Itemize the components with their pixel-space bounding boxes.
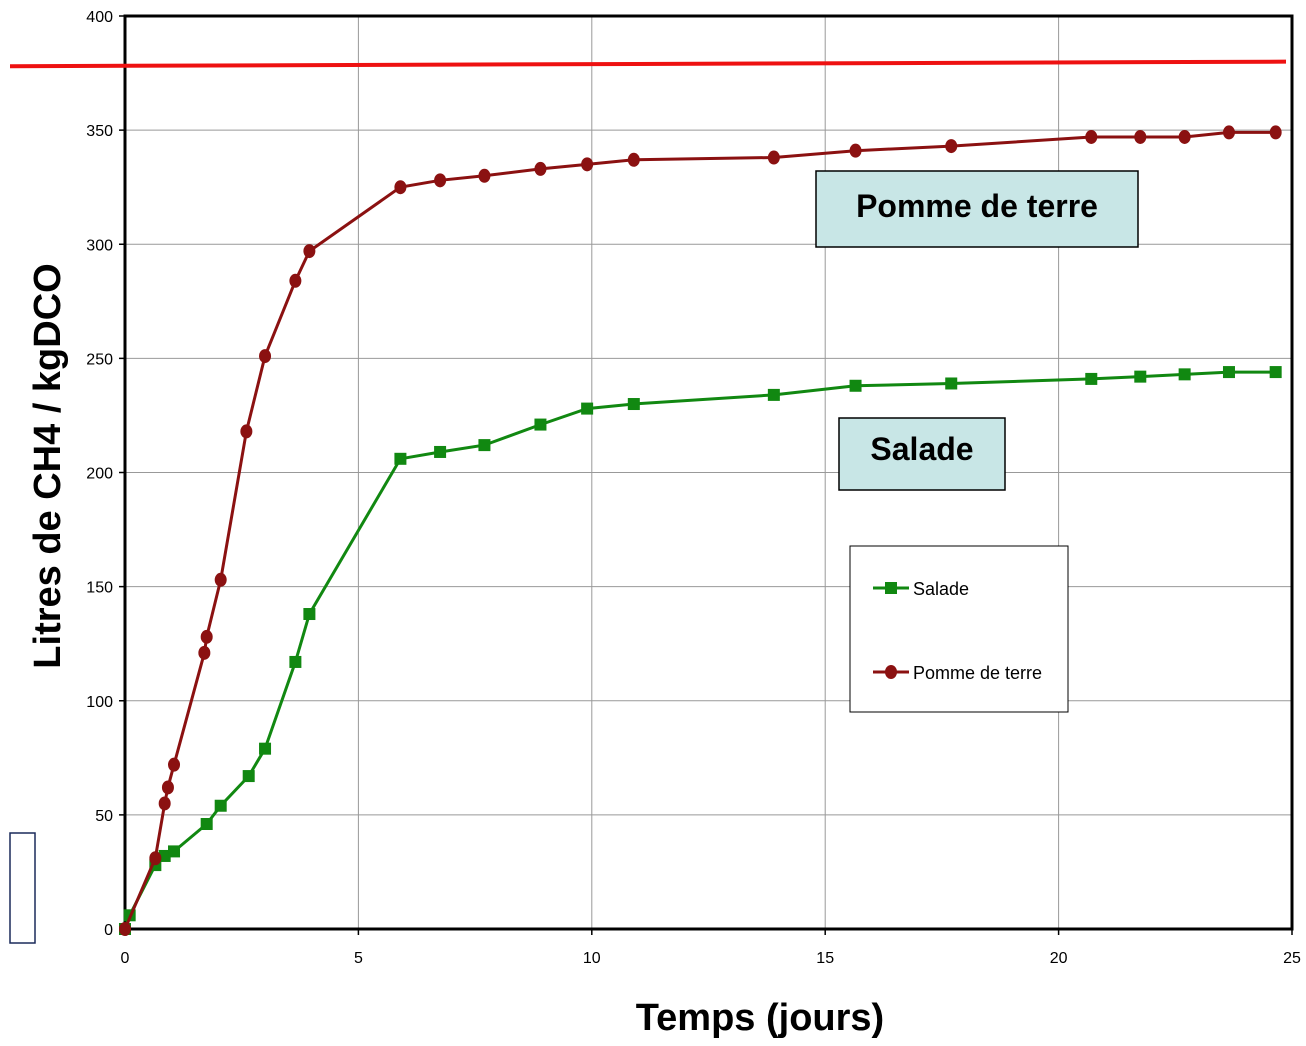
- y-tick-label: 350: [86, 123, 113, 140]
- annotation-text: Pomme de terre: [856, 188, 1098, 224]
- series-salade: [119, 366, 1282, 935]
- data-point-salade: [168, 845, 181, 858]
- data-point-pomme-de-terre: [434, 173, 447, 188]
- x-tick-label: 20: [1050, 950, 1068, 967]
- y-tick-label: 400: [86, 9, 113, 26]
- data-point-salade: [434, 445, 447, 458]
- data-point-salade: [289, 655, 302, 668]
- data-point-salade: [214, 799, 227, 812]
- annotation-text: Salade: [870, 431, 973, 467]
- data-point-salade: [534, 418, 547, 431]
- data-point-salade: [945, 377, 958, 390]
- y-tick-label: 50: [95, 808, 113, 825]
- data-point-salade: [259, 742, 272, 755]
- y-axis-title: Litres de CH4 / kgDCO: [27, 263, 69, 668]
- annotation-salade: Salade: [838, 417, 1006, 491]
- data-point-salade: [849, 379, 862, 392]
- data-point-pomme-de-terre: [1178, 129, 1191, 144]
- legend-label-salade: Salade: [913, 579, 969, 599]
- legend-box: [849, 545, 1069, 713]
- legend-swatch-marker-pomme-de-terre: [885, 665, 897, 679]
- data-point-pomme-de-terre: [303, 244, 316, 259]
- data-point-pomme-de-terre: [149, 851, 162, 866]
- data-point-pomme-de-terre: [1134, 129, 1147, 144]
- y-tick-label: 200: [86, 466, 113, 483]
- data-point-salade: [158, 849, 171, 862]
- y-tick-label: 100: [86, 694, 113, 711]
- data-point-pomme-de-terre: [627, 152, 640, 167]
- data-point-salade: [242, 770, 255, 783]
- data-point-pomme-de-terre: [767, 150, 780, 165]
- x-tick-label: 25: [1283, 950, 1301, 967]
- data-point-pomme-de-terre: [534, 161, 547, 176]
- data-point-pomme-de-terre: [158, 796, 171, 811]
- side-box: [9, 832, 36, 944]
- annotation-pomme-de-terre: Pomme de terre: [815, 170, 1139, 248]
- data-point-pomme-de-terre: [945, 139, 958, 154]
- data-point-pomme-de-terre: [1085, 129, 1098, 144]
- data-point-pomme-de-terre: [581, 157, 594, 172]
- x-tick-label: 0: [121, 950, 130, 967]
- data-point-pomme-de-terre: [478, 168, 491, 183]
- legend-swatch-marker-salade: [885, 582, 897, 594]
- data-point-salade: [303, 608, 316, 621]
- y-tick-label: 150: [86, 580, 113, 597]
- y-tick-label: 300: [86, 237, 113, 254]
- data-point-pomme-de-terre: [168, 757, 181, 772]
- data-point-pomme-de-terre: [198, 645, 211, 660]
- x-axis-title: Temps (jours): [636, 997, 884, 1039]
- data-point-pomme-de-terre: [1222, 125, 1235, 140]
- data-point-salade: [627, 398, 640, 411]
- data-point-salade: [1269, 366, 1282, 379]
- data-point-pomme-de-terre: [259, 349, 272, 364]
- data-point-pomme-de-terre: [240, 424, 253, 439]
- legend: Salade Pomme de terre: [849, 545, 1069, 713]
- y-tick-label: 250: [86, 351, 113, 368]
- series-line-salade: [123, 370, 1276, 930]
- axis-ticks: 0 50 100 150 200 250 300 350 400 0 5 10 15 20 25: [86, 9, 1301, 967]
- data-point-pomme-de-terre: [200, 629, 213, 644]
- reference-line: [9, 59, 1287, 69]
- data-point-pomme-de-terre: [119, 922, 131, 936]
- x-tick-label: 5: [354, 950, 363, 967]
- legend-swatches: [873, 582, 909, 679]
- x-tick-label: 15: [816, 950, 834, 967]
- data-point-pomme-de-terre: [214, 572, 227, 587]
- data-point-salade: [1134, 370, 1147, 383]
- data-point-salade: [200, 818, 213, 831]
- x-tick-label: 10: [583, 950, 601, 967]
- series-line-pomme-de-terre: [123, 130, 1276, 930]
- data-point-pomme-de-terre: [289, 273, 302, 288]
- series-pomme-de-terre: [119, 125, 1282, 936]
- annotation-box: [815, 170, 1139, 248]
- data-point-pomme-de-terre: [394, 180, 407, 195]
- data-point-pomme-de-terre: [161, 780, 174, 795]
- grid-lines: [125, 16, 1292, 929]
- data-point-salade: [1178, 368, 1191, 381]
- annotation-box: [838, 417, 1006, 491]
- data-point-pomme-de-terre: [1269, 125, 1282, 140]
- data-point-pomme-de-terre: [849, 143, 862, 158]
- data-point-salade: [581, 402, 594, 415]
- y-tick-label: 0: [104, 922, 113, 939]
- data-point-salade: [767, 388, 780, 401]
- series-layer: [119, 125, 1282, 936]
- legend-label-pomme-de-terre: Pomme de terre: [913, 663, 1042, 683]
- data-point-salade: [394, 452, 407, 465]
- data-point-salade: [1085, 372, 1098, 385]
- data-point-salade: [1222, 366, 1235, 379]
- data-point-salade: [478, 439, 491, 452]
